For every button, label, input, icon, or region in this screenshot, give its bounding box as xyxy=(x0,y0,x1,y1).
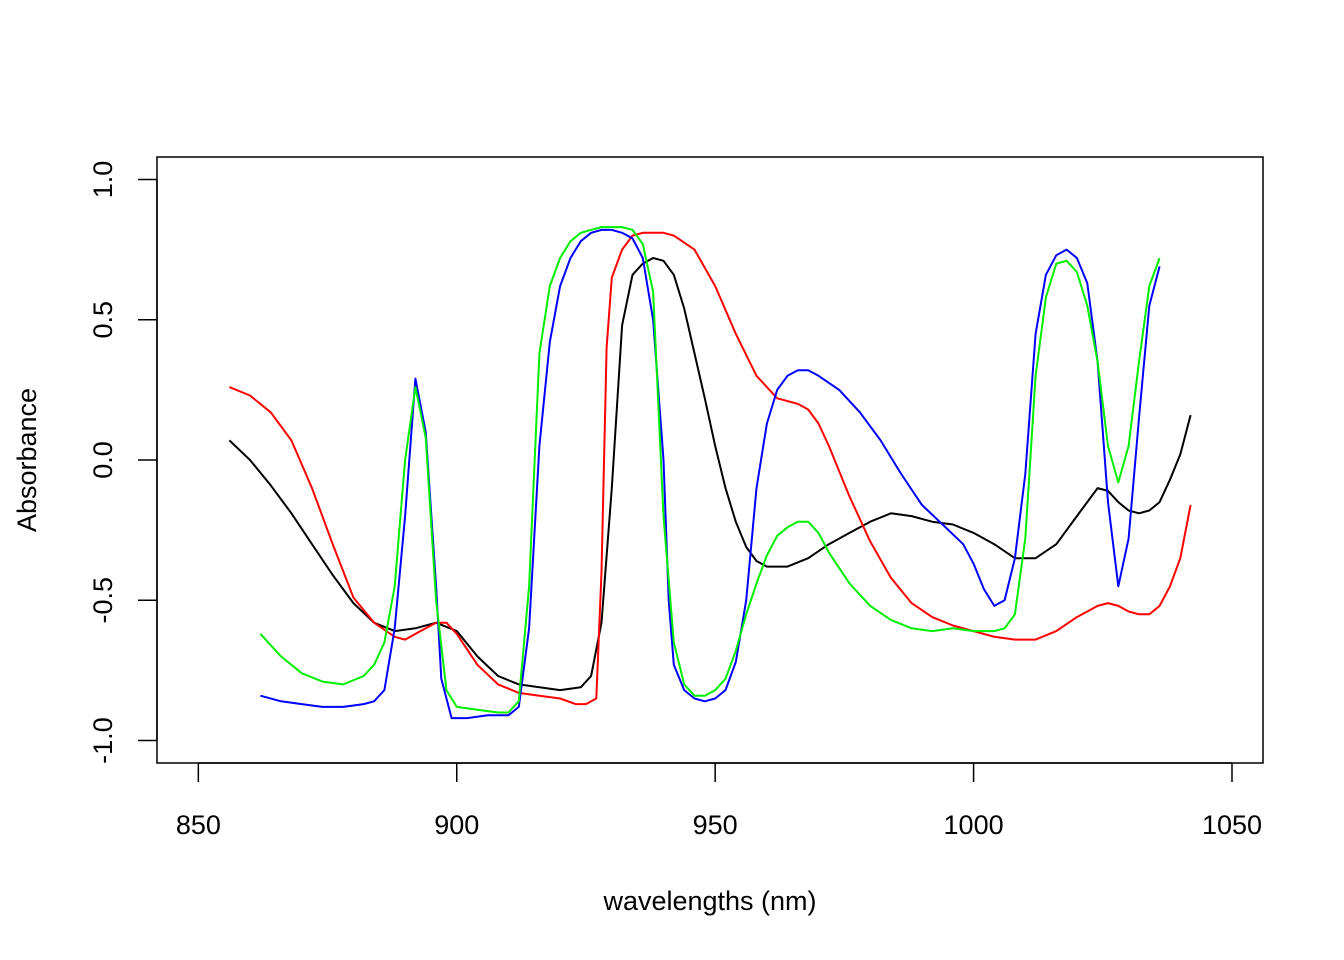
x-tick-label: 1000 xyxy=(944,810,1004,840)
y-tick-label: 1.0 xyxy=(88,161,118,199)
series-line-2 xyxy=(229,231,1192,706)
y-tick-label: 0.5 xyxy=(88,301,118,339)
plot-frame xyxy=(156,156,1264,764)
series-line-4 xyxy=(259,226,1161,714)
x-axis-title: wavelengths (nm) xyxy=(602,886,816,916)
y-tick-label: 0.0 xyxy=(88,441,118,479)
x-tick-label: 950 xyxy=(693,810,738,840)
x-axis: 850 900 950 1000 1050 xyxy=(176,762,1262,840)
x-tick-label: 1050 xyxy=(1202,810,1262,840)
x-tick-label: 900 xyxy=(434,810,479,840)
series-line-3 xyxy=(260,228,1161,720)
y-axis-title: Absorbance xyxy=(12,388,42,532)
series-line-1 xyxy=(228,257,1192,692)
series-layer xyxy=(228,226,1192,720)
x-tick-label: 850 xyxy=(176,810,221,840)
y-tick-label: -1.0 xyxy=(88,717,118,764)
y-axis: -1.0 -0.5 0.0 0.5 1.0 xyxy=(88,161,158,764)
y-tick-label: -0.5 xyxy=(88,577,118,624)
